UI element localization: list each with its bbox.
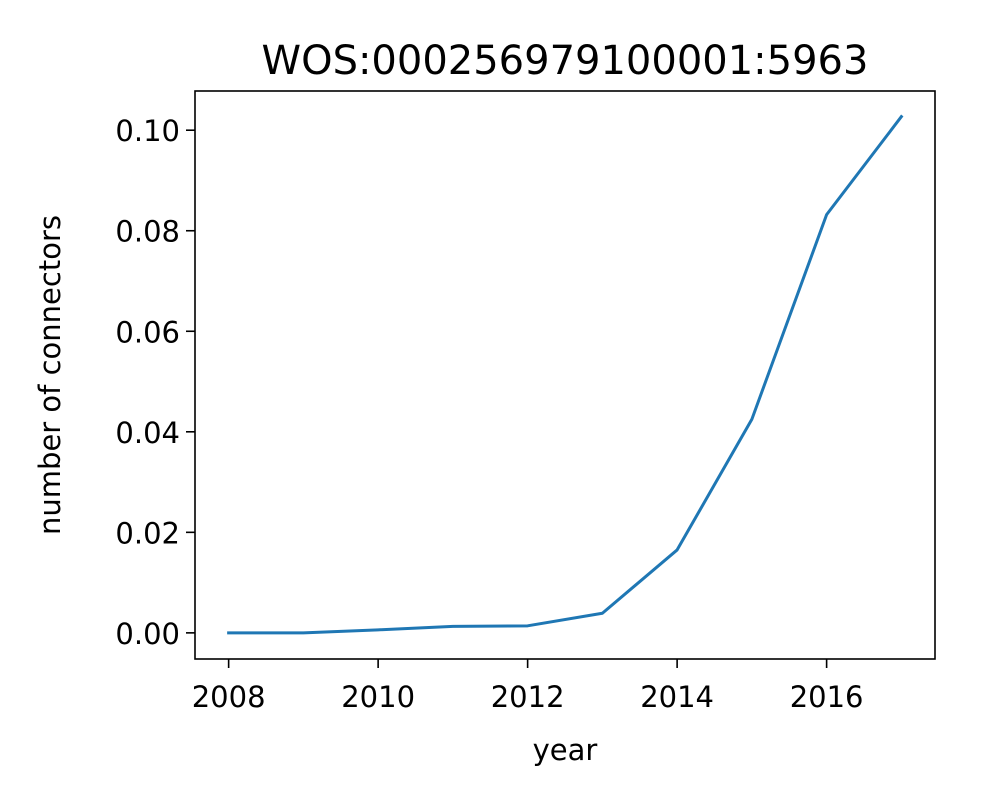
y-axis-title: number of connectors [33,215,67,535]
x-tick-label: 2010 [341,680,415,714]
plot-area-frame [194,90,936,660]
series-layer [227,114,904,635]
y-axis: 0.00 0.02 0.04 0.06 0.08 0.10 [115,114,195,651]
y-tick-label: 0.06 [115,315,180,349]
x-axis-title: year [533,733,598,767]
x-tick-label: 2008 [192,680,266,714]
y-tick-label: 0.08 [115,215,180,249]
x-tick-label: 2016 [790,680,864,714]
chart-title: WOS:000256979100001:5963 [262,38,869,84]
y-tick-label: 0.00 [115,617,180,651]
y-tick-label: 0.02 [115,516,180,550]
y-tick-label: 0.10 [115,114,180,148]
y-tick-label: 0.04 [115,416,180,450]
x-tick-label: 2014 [640,680,714,714]
x-tick-label: 2012 [491,680,565,714]
x-axis: 2008 2010 2012 2014 2016 [192,659,864,714]
series-line [227,114,904,635]
